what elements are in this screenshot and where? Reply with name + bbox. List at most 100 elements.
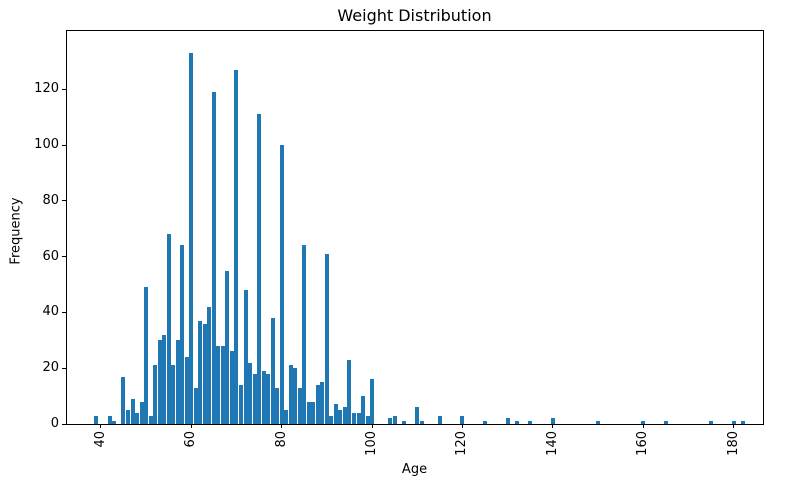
histogram-bar <box>180 245 185 424</box>
y-tick-label: 40 <box>42 304 59 320</box>
chart-title: Weight Distribution <box>337 6 492 25</box>
histogram-bar <box>709 421 714 424</box>
histogram-bar <box>419 421 424 424</box>
histogram-bar <box>220 345 225 424</box>
y-tick-mark <box>62 256 66 258</box>
histogram-bar <box>193 387 198 424</box>
y-tick-label: 80 <box>42 192 59 208</box>
x-tick-label: 40 <box>92 431 108 448</box>
histogram-bar <box>157 340 162 424</box>
histogram-bar <box>731 421 736 424</box>
histogram-bar <box>243 290 248 424</box>
histogram-bar <box>184 357 189 424</box>
histogram-bar <box>229 351 234 424</box>
histogram-bar <box>550 418 555 424</box>
histogram-bar <box>216 345 221 424</box>
x-tick-mark <box>461 424 463 428</box>
histogram-bar <box>171 365 176 424</box>
histogram-bar <box>202 323 207 424</box>
histogram-bar <box>347 359 352 424</box>
histogram-bar <box>198 320 203 424</box>
y-tick-label: 120 <box>34 81 59 97</box>
histogram-bar <box>528 421 533 424</box>
histogram-bar <box>239 384 243 424</box>
x-tick-mark <box>733 424 735 428</box>
histogram-bar <box>144 287 149 424</box>
x-tick-label: 180 <box>725 431 741 456</box>
histogram-bar <box>139 401 144 424</box>
histogram-bar <box>401 421 406 424</box>
y-tick-label: 60 <box>42 248 59 264</box>
histogram-bar <box>279 145 284 424</box>
histogram-bar <box>596 421 601 424</box>
histogram-bar <box>225 270 230 424</box>
histogram-bar <box>266 373 271 424</box>
histogram-bar <box>252 373 257 424</box>
histogram-bar <box>288 365 293 424</box>
histogram-bar <box>329 415 334 424</box>
histogram-bar <box>505 418 510 424</box>
y-tick-mark <box>62 367 66 369</box>
histogram-bar <box>302 245 307 424</box>
y-tick-label: 100 <box>34 137 59 153</box>
y-tick-mark <box>62 423 66 425</box>
histogram-bar <box>740 421 745 424</box>
histogram-bar <box>351 412 356 424</box>
histogram-bar <box>333 404 338 424</box>
histogram-bar <box>112 421 117 424</box>
histogram-bar <box>248 362 253 424</box>
x-tick-mark <box>642 424 644 428</box>
histogram-bar <box>270 318 275 424</box>
histogram-bar <box>107 415 112 424</box>
x-tick-label: 120 <box>454 431 470 456</box>
histogram-bar <box>162 334 167 424</box>
x-tick-label: 140 <box>544 431 560 456</box>
histogram-bar <box>663 421 668 424</box>
histogram-bar <box>135 412 140 424</box>
histogram-bar <box>392 415 397 424</box>
histogram-bar <box>388 418 393 424</box>
histogram-bar <box>437 415 442 424</box>
histogram-bar <box>257 114 262 424</box>
histogram-bar <box>148 415 153 424</box>
histogram-bar <box>153 365 158 424</box>
histogram-bar <box>415 407 420 424</box>
histogram-bar <box>130 398 135 424</box>
histogram-bar <box>342 407 347 424</box>
x-tick-label: 160 <box>635 431 651 456</box>
histogram-bar <box>460 415 465 424</box>
y-tick-label: 20 <box>42 360 59 376</box>
histogram-bar <box>324 253 329 424</box>
histogram-bar <box>320 382 325 424</box>
x-tick-label: 80 <box>273 431 289 448</box>
histogram-bar <box>121 376 126 424</box>
histogram-bar <box>315 384 320 424</box>
y-tick-mark <box>62 144 66 146</box>
histogram-bar <box>189 53 194 424</box>
histogram-bar <box>211 92 216 424</box>
histogram-bar <box>311 401 316 424</box>
histogram-bar <box>361 396 366 424</box>
histogram-bar <box>284 410 289 424</box>
histogram-bar <box>514 421 519 424</box>
y-tick-mark <box>62 311 66 313</box>
y-tick-mark <box>62 200 66 202</box>
histogram-bar <box>370 379 375 424</box>
histogram-bar <box>126 410 130 424</box>
x-axis-label: Age <box>401 462 428 477</box>
histogram-bar <box>641 421 646 424</box>
y-tick-label: 0 <box>50 416 59 431</box>
x-tick-label: 100 <box>364 431 380 456</box>
plot-area: 40 60 80 100 120 140 160 180 0 20 40 60 80 100 120 <box>34 30 764 456</box>
y-tick-mark <box>62 88 66 90</box>
x-tick-mark <box>371 424 373 428</box>
histogram-bar <box>275 387 280 424</box>
histogram-bar <box>261 371 266 424</box>
histogram-bar <box>166 234 171 424</box>
x-tick-mark <box>190 424 192 428</box>
histogram-bar <box>293 368 298 424</box>
x-tick-mark <box>552 424 554 428</box>
histogram-bar <box>338 410 343 424</box>
histogram-bar <box>175 340 180 424</box>
